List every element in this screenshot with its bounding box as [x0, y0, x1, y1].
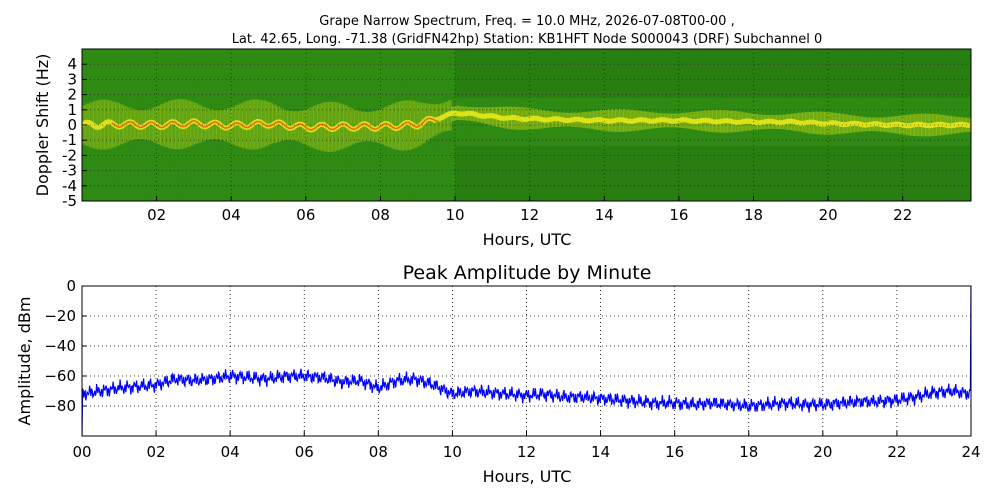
- amplitude-x-tick-label: 12: [517, 443, 536, 461]
- amplitude-y-tick-label: 0: [66, 277, 76, 295]
- amplitude-x-tick-label: 16: [665, 443, 684, 461]
- spectrogram-band-segment: [85, 103, 90, 147]
- spectrogram-x-tick-label: 22: [893, 206, 912, 224]
- spectrogram-quiet-region: [455, 49, 971, 98]
- spectrogram-y-tick-label: 0: [67, 116, 77, 134]
- amplitude-x-tick-label: 20: [813, 443, 832, 461]
- figure-title-line2: Lat. 42.65, Long. -71.38 (GridFN42hp) St…: [232, 32, 823, 47]
- spectrogram-y-axis-label: Doppler Shift (Hz): [33, 54, 52, 197]
- amplitude-plot-background: [82, 286, 971, 436]
- amplitude-x-tick-label: 04: [221, 443, 240, 461]
- spectrogram-marks: [82, 49, 971, 201]
- spectrogram-y-tick-label: -3: [62, 162, 77, 180]
- spectrogram-y-tick-label: 4: [67, 55, 77, 73]
- spectrogram-band-segment: [138, 110, 143, 140]
- amplitude-x-tick-label: 02: [147, 443, 166, 461]
- spectrogram-x-tick-label: 16: [669, 206, 688, 224]
- amplitude-x-tick-label: 18: [739, 443, 758, 461]
- amplitude-y-tick-label: −80: [44, 397, 76, 415]
- spectrogram-x-ticks: 02 04 06 08 10 12 14 16 18 20 22: [147, 196, 912, 224]
- spectrogram-band-segment: [235, 105, 240, 146]
- spectrogram-y-tick-label: -2: [62, 146, 77, 164]
- spectrogram-band-segment: [171, 99, 176, 150]
- amplitude-grid: [81, 285, 972, 436]
- amplitude-chart-title: Peak Amplitude by Minute: [403, 262, 652, 284]
- amplitude-x-ticks: 00 02 04 06 08 10 12 14 16 18 20 22 24: [72, 431, 981, 461]
- spectrogram-y-tick-label: 3: [67, 70, 77, 88]
- spectrogram-x-tick-label: 12: [520, 206, 539, 224]
- amplitude-y-ticks: 0 −20 −40 −60 −80: [44, 277, 87, 415]
- spectrogram-y-tick-label: 2: [67, 86, 77, 104]
- amplitude-y-tick-label: −20: [44, 307, 76, 325]
- spectrogram-quiet-region: [455, 146, 971, 201]
- spectrogram-y-tick-label: -4: [62, 177, 77, 195]
- spectrogram-x-tick-label: 10: [446, 206, 465, 224]
- amplitude-x-tick-label: 22: [887, 443, 906, 461]
- amplitude-x-tick-label: 14: [591, 443, 610, 461]
- spectrogram-band-segment: [361, 111, 367, 142]
- amplitude-x-tick-label: 08: [369, 443, 388, 461]
- spectrogram-band-segment: [384, 106, 389, 146]
- spectrogram-y-tick-label: -5: [62, 192, 77, 210]
- spectrogram-x-tick-label: 20: [819, 206, 838, 224]
- spectrogram-x-tick-label: 02: [147, 206, 166, 224]
- amplitude-x-tick-label: 06: [295, 443, 314, 461]
- amplitude-y-tick-label: −40: [44, 337, 76, 355]
- spectrogram-band-segment: [425, 103, 430, 141]
- spectrogram-band-segment: [223, 109, 229, 142]
- spectrogram-band-segment: [149, 108, 154, 142]
- spectrogram-band-segment: [373, 111, 378, 142]
- amplitude-x-tick-label: 00: [72, 443, 91, 461]
- amplitude-x-tick-label: 24: [961, 443, 980, 461]
- spectrogram-y-tick-label: -1: [62, 131, 77, 149]
- amplitude-series-line: [82, 286, 971, 436]
- spectrogram-x-tick-label: 08: [371, 206, 390, 224]
- spectrogram-x-tick-label: 14: [595, 206, 614, 224]
- spectrogram-x-tick-label: 18: [744, 206, 763, 224]
- spectrogram-band-segment: [287, 110, 292, 140]
- amplitude-x-tick-label: 10: [443, 443, 462, 461]
- amplitude-x-axis-label: Hours, UTC: [483, 467, 572, 486]
- amplitude-y-tick-label: −60: [44, 367, 76, 385]
- spectrogram-x-axis-label: Hours, UTC: [483, 230, 572, 249]
- spectrogram-x-tick-label: 04: [222, 206, 241, 224]
- amplitude-y-axis-label: Amplitude, dBm: [15, 297, 34, 426]
- spectrogram-y-tick-label: 1: [67, 101, 77, 119]
- spectrogram-x-tick-label: 06: [296, 206, 315, 224]
- amplitude-panel: Peak Amplitude by Minute 00 02 04 06 08 10 12 1…: [15, 262, 981, 486]
- figure-title-line1: Grape Narrow Spectrum, Freq. = 10.0 MHz,…: [319, 14, 734, 29]
- spectrogram-grid: [82, 49, 971, 202]
